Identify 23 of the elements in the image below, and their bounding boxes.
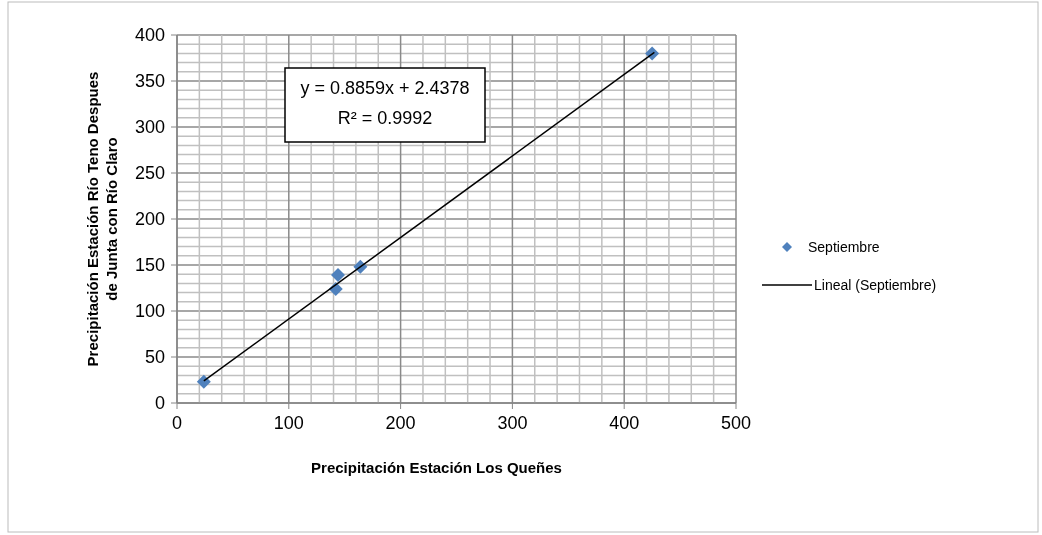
x-tick-label: 0 [171,413,183,433]
y-tick-label: 0 [154,393,165,413]
y-tick-label: 250 [134,163,165,183]
legend-label: Septiembre [808,239,880,255]
legend-label: Lineal (Septiembre) [814,277,937,293]
annotation: y = 0.8859x + 2.4378 [300,78,470,98]
x-tick-label: 400 [609,413,640,433]
annotation: R² = 0.9992 [337,108,433,128]
y-tick-label: 50 [144,347,165,367]
point [196,374,211,389]
y-tick-label: 350 [134,71,165,91]
x-tick-label: 500 [720,413,752,433]
y-tick-label: 400 [134,25,165,45]
x-tick-label: 100 [273,413,304,433]
y-tick-label: 150 [134,255,165,275]
y-axis-title: Precipitación Estación Río Teno Despues de Junta con Río Claro [84,71,120,367]
y-tick-label: 300 [134,117,165,137]
x-axis-title: Precipitación Estación Los Queñes [311,459,562,476]
point [330,268,345,283]
y-tick-label: 100 [134,301,165,321]
x-tick-label: 200 [385,413,416,433]
y-tick-label: 200 [134,209,165,229]
x-tick-label: 300 [497,413,528,433]
